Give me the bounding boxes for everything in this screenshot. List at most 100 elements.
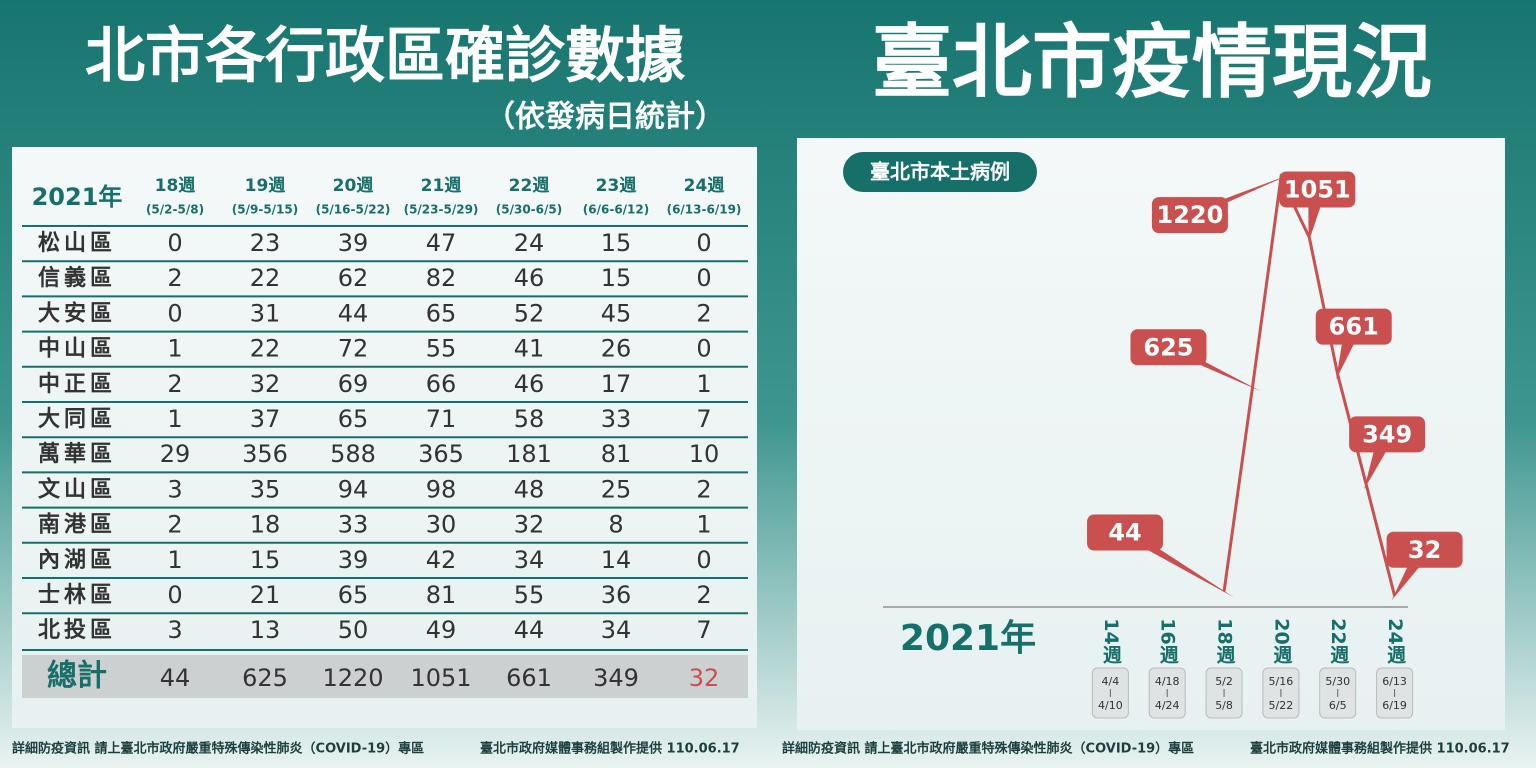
data-label: 44: [1108, 519, 1141, 547]
district-name: 大安區: [38, 300, 116, 326]
cell-value: 32: [514, 511, 545, 539]
cell-value: 47: [426, 229, 457, 257]
cell-value: 7: [696, 616, 711, 644]
cell-value: 23: [250, 229, 281, 257]
cell-value: 18: [250, 511, 281, 539]
cell-value: 55: [514, 581, 545, 609]
cell-value: 2: [696, 299, 711, 327]
tick-date-start: 4/4: [1102, 675, 1120, 688]
cell-value: 0: [696, 546, 711, 574]
cell-value: 2: [696, 475, 711, 503]
cell-value: 48: [514, 475, 545, 503]
cell-value: 1: [696, 370, 711, 398]
cell-value: 69: [338, 370, 369, 398]
cell-value: 14: [601, 546, 632, 574]
column-week: 18週: [155, 176, 196, 196]
cell-value: 42: [426, 546, 457, 574]
cell-value: 32: [250, 370, 281, 398]
cell-value: 26: [601, 335, 632, 363]
tick-date-start: 4/18: [1155, 675, 1180, 688]
cell-value: 588: [330, 440, 376, 468]
column-week: 21週: [421, 176, 462, 196]
cell-value: 0: [167, 229, 182, 257]
cell-value: 0: [696, 229, 711, 257]
cell-value: 71: [426, 405, 457, 433]
cell-value: 2: [167, 264, 182, 292]
cell-value: 1: [167, 405, 182, 433]
tick-date-end: 6/5: [1329, 699, 1347, 712]
column-week: 22週: [509, 176, 550, 196]
callout-tail: [1159, 347, 1261, 392]
cell-value: 1: [167, 335, 182, 363]
total-value: 349: [593, 664, 639, 692]
total-value: 1220: [322, 664, 383, 692]
cell-value: 25: [601, 475, 632, 503]
cell-value: 13: [250, 616, 281, 644]
district-name: 大同區: [38, 407, 116, 432]
cell-value: 29: [160, 440, 191, 468]
x-tick-label: 22週: [1327, 618, 1349, 664]
cell-value: 45: [601, 299, 632, 327]
cell-value: 356: [242, 440, 288, 468]
cell-value: 50: [338, 616, 369, 644]
data-label: 625: [1143, 333, 1193, 361]
tick-date-end: 5/22: [1269, 699, 1294, 712]
column-week: 23週: [596, 176, 637, 196]
cell-value: 72: [338, 335, 369, 363]
cell-value: 7: [696, 405, 711, 433]
cell-value: 0: [696, 264, 711, 292]
footer-info: 詳細防疫資訊 請上臺北市政府嚴重特殊傳染性肺炎（COVID-19）專區: [782, 741, 1194, 757]
district-name: 中山區: [38, 337, 116, 362]
cell-value: 39: [338, 229, 369, 257]
cell-value: 62: [338, 264, 369, 292]
tick-date-start: 5/30: [1325, 675, 1350, 688]
total-value: 32: [689, 664, 720, 692]
table-corner: 2021年: [32, 183, 123, 211]
tick-date-start: 5/16: [1269, 675, 1294, 688]
column-range: (5/23-5/29): [404, 203, 479, 217]
cell-value: 15: [601, 229, 632, 257]
column-range: (5/2-5/8): [146, 203, 204, 217]
cell-value: 2: [167, 511, 182, 539]
cell-value: 1: [696, 511, 711, 539]
legend-label: 臺北市本土病例: [870, 160, 1010, 184]
cell-value: 44: [338, 299, 369, 327]
total-value: 44: [160, 664, 191, 692]
left-title: 北市各行政區確診數據: [85, 22, 686, 92]
cell-value: 22: [250, 264, 281, 292]
callout-box: [1315, 308, 1392, 345]
cell-value: 0: [167, 299, 182, 327]
cell-value: 2: [167, 370, 182, 398]
column-range: (6/13-6/19): [667, 203, 742, 217]
tick-date-end: 4/10: [1098, 699, 1123, 712]
data-label: 1220: [1156, 201, 1223, 229]
chart-title: 臺北市疫情現況: [872, 16, 1432, 109]
district-name: 士林區: [38, 583, 116, 608]
cell-value: 21: [250, 581, 281, 609]
cell-value: 81: [601, 440, 632, 468]
column-range: (5/16-5/22): [316, 203, 391, 217]
tick-date-start: 6/13: [1382, 675, 1407, 688]
district-name: 南港區: [38, 513, 116, 538]
cell-value: 181: [506, 440, 552, 468]
tick-date-end: 4/24: [1155, 699, 1180, 712]
footer-info: 詳細防疫資訊 請上臺北市政府嚴重特殊傳染性肺炎（COVID-19）專區: [12, 741, 424, 757]
district-name: 文山區: [38, 476, 116, 502]
cell-value: 10: [689, 440, 720, 468]
cell-value: 66: [426, 370, 457, 398]
callout-box: [1386, 531, 1463, 568]
district-name: 中正區: [38, 372, 116, 397]
cell-value: 24: [514, 229, 545, 257]
total-value: 661: [506, 664, 552, 692]
cell-value: 81: [426, 581, 457, 609]
cell-value: 30: [426, 511, 457, 539]
column-week: 19週: [245, 176, 286, 196]
cell-value: 82: [426, 264, 457, 292]
cell-value: 3: [167, 475, 182, 503]
cell-value: 65: [426, 299, 457, 327]
cell-value: 39: [338, 546, 369, 574]
cell-value: 52: [514, 299, 545, 327]
data-label: 32: [1408, 536, 1441, 564]
cell-value: 15: [601, 264, 632, 292]
